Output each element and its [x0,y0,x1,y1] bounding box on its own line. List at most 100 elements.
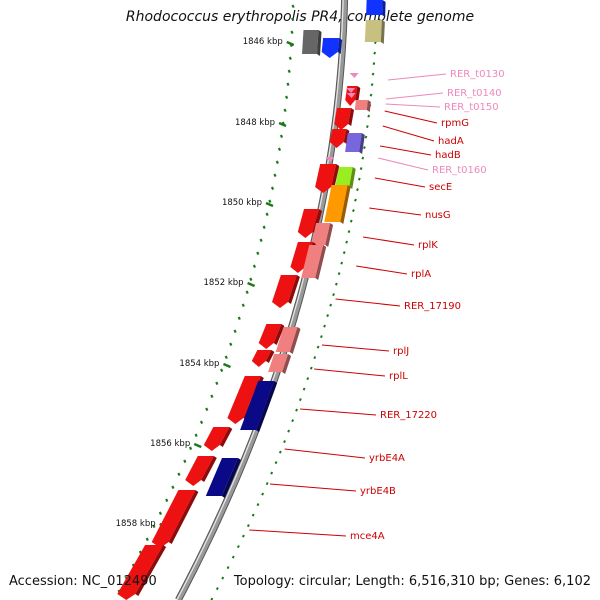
gene-leader-line [335,298,401,307]
gene-block-red [203,427,230,451]
gene-leader-line [374,177,426,188]
inner-ruler-dot [210,394,214,399]
gene-block-red [185,456,214,486]
gene-label-rplk: rplK [418,240,438,251]
gene-label-hada: hadA [438,136,464,147]
gene-block-pink [301,245,324,278]
outer-ruler-dot [221,576,225,580]
chromosome-backbone-shadow [175,0,349,600]
gene-block-side [282,354,292,374]
inner-ruler-dot [290,30,294,35]
kbp-tick-label: 1856 kbp [150,439,190,449]
gene-block-blue [321,38,340,58]
gene-label-rpmg: rpmG [441,118,469,129]
outer-ruler-dot [370,83,374,87]
gene-block-side [201,456,217,482]
gene-block-side [135,545,167,596]
outer-ruler-dot [329,303,333,307]
inner-ruler-dot [291,17,295,22]
gene-label-mce4a: mce4A [350,531,385,542]
gene-leader-line [321,344,390,352]
gene-label-rer_17220: RER_17220 [380,410,437,421]
gene-block-pink [354,100,368,110]
outer-ruler-dot [319,335,323,339]
kbp-tick-mark [222,362,231,369]
gene-leader-line [369,207,422,216]
outer-ruler-dot [246,524,250,528]
gene-block-blue [366,0,383,15]
gene-leader-line [249,529,347,537]
trna-marker [346,88,356,93]
gene-block-side [337,38,343,54]
inner-ruler-dot [252,264,257,269]
gene-block-side [315,245,327,280]
gene-block-gray [302,30,319,54]
inner-ruler-dot [241,303,245,308]
gene-block-pink [268,354,289,372]
gene-block-side [256,381,278,432]
inner-ruler-dot [171,485,175,490]
inner-ruler-dot [270,186,275,191]
outer-ruler-dot [356,188,359,192]
gene-leader-line [385,92,444,100]
inner-ruler-dot [188,446,193,451]
trna-marker [346,93,356,98]
inner-ruler-dot [220,368,224,373]
gene-label-rer_t0150: RER_t0150 [444,102,499,113]
outer-ruler-dot [274,461,278,465]
gene-block-pink [311,223,331,245]
gene-block-lime [335,167,353,187]
gene-leader-line [269,483,357,492]
inner-ruler-dot [273,173,277,178]
gene-leader-line [300,408,377,416]
outer-ruler-dot [302,387,306,391]
outer-ruler-dot [345,240,349,244]
inner-ruler-dot [145,537,149,542]
gene-block-side [168,490,199,544]
gene-block-side [317,30,322,56]
inner-ruler-dot [183,459,187,464]
inner-ruler-dot [158,511,162,516]
gene-block-side [288,275,300,304]
outer-ruler-dot [298,398,302,402]
kbp-tick-label: 1848 kbp [235,118,275,128]
gene-leader-line [378,157,429,171]
gene-block-side [289,327,301,354]
gene-block-navy [240,381,275,430]
kbp-tick-label: 1858 kbp [116,519,156,529]
gene-block-red [334,108,351,130]
inner-ruler-dot [262,225,266,230]
inner-ruler-dot [237,316,241,321]
gene-block-side [366,100,371,112]
kbp-tick-label: 1852 kbp [204,278,244,288]
outer-ruler-dot [359,167,363,171]
gene-block-purple [345,133,362,152]
inner-ruler-dot [229,342,233,347]
inner-ruler-dot [233,329,237,334]
gene-leader-line [314,368,386,377]
outer-ruler-dot [283,440,286,444]
gene-label-rplj: rplJ [393,346,409,357]
gene-block-side [221,458,241,498]
outer-ruler-dot [372,62,376,66]
inner-ruler-dot [215,381,219,386]
trna-marker [325,157,335,162]
outer-ruler-dot [256,503,260,507]
gene-label-rer_t0140: RER_t0140 [447,88,502,99]
inner-ruler-dot [283,108,287,113]
gene-leader-line [379,145,432,156]
gene-label-rpll: rplL [389,371,408,382]
kbp-tick-mark [265,201,274,208]
gene-block-side [359,133,365,154]
gene-block-side [325,223,334,247]
outer-ruler-dot [342,251,346,255]
gene-label-rer_t0130: RER_t0130 [450,69,505,80]
outer-ruler-dot [236,545,240,549]
outer-ruler-dot [363,146,366,150]
gene-block-orange [324,185,348,222]
chromosome-backbone [176,0,348,600]
outer-ruler-dot [261,492,265,496]
gene-label-nusg: nusG [425,210,451,221]
inner-ruler-dot [177,472,181,477]
topology-label: Topology: circular; Length: 6,516,310 bp… [233,574,591,589]
